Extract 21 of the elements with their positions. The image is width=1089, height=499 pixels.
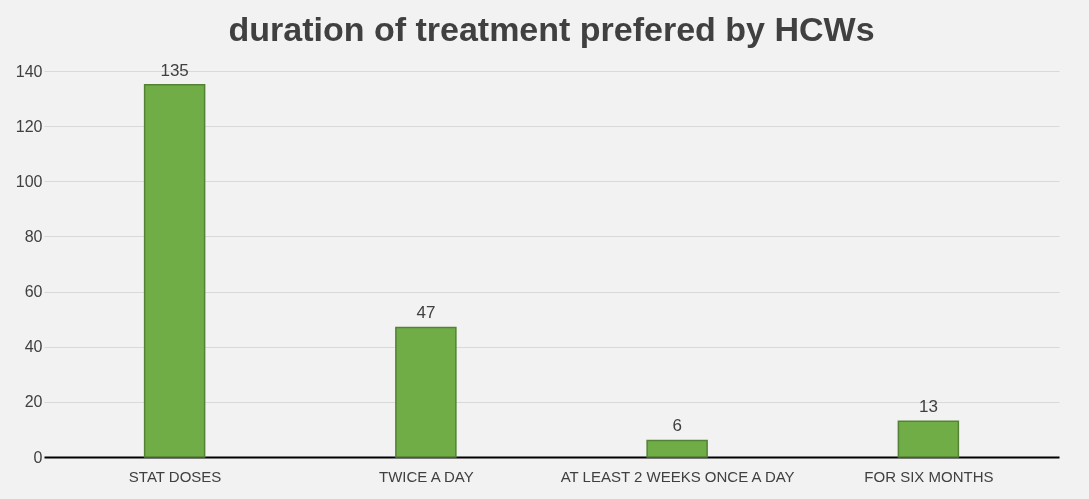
y-tick-label: 20: [24, 393, 43, 411]
bar: [897, 420, 960, 458]
x-tick-label: FOR SIX MONTHS: [864, 467, 994, 485]
chart-title: duration of treatment prefered by HCWs: [228, 9, 875, 48]
y-tick-label: 40: [24, 338, 43, 356]
y-tick-label: 60: [24, 283, 43, 301]
data-label: 135: [160, 60, 189, 80]
x-tick-label: AT LEAST 2 WEEKS ONCE A DAY: [560, 467, 795, 485]
data-label: 6: [672, 416, 682, 436]
bar: [646, 439, 708, 458]
x-tick-label: STAT DOSES: [128, 467, 222, 485]
y-tick-label: 140: [15, 62, 43, 80]
y-tick-label: 120: [15, 117, 43, 135]
y-tick-label: 100: [15, 172, 43, 190]
y-tick-label: 0: [33, 448, 43, 466]
data-label: 47: [416, 303, 436, 323]
y-tick-label: 80: [24, 227, 43, 245]
x-tick-label: TWICE A DAY: [379, 467, 474, 485]
bar: [143, 84, 206, 458]
data-label: 13: [918, 397, 938, 417]
bar: [395, 326, 457, 458]
